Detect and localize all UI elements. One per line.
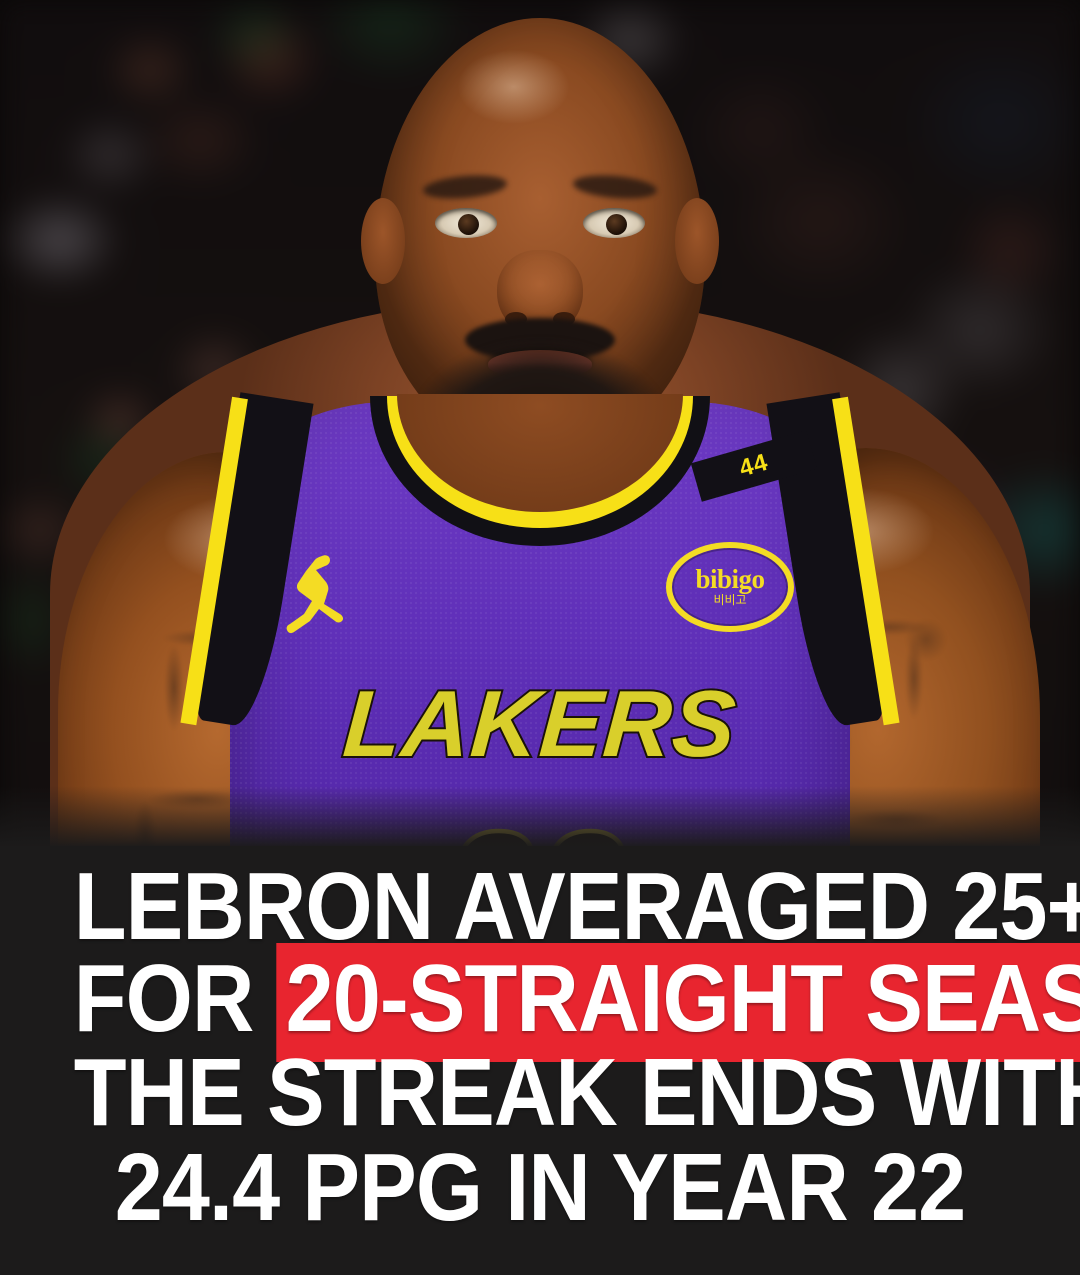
shoulder-number-label: 44 bbox=[736, 448, 772, 483]
caption-scrim-gradient bbox=[0, 786, 1080, 848]
pupil-left bbox=[458, 214, 479, 235]
jumpman-icon bbox=[278, 552, 350, 634]
caption-line-4: 24.4 PPG IN YEAR 22 bbox=[114, 1133, 966, 1241]
team-wordmark: LAKERS bbox=[338, 669, 742, 778]
pupil-right bbox=[606, 214, 627, 235]
bibigo-hangul-label: 비비고 bbox=[713, 593, 747, 608]
ear-right bbox=[675, 198, 719, 284]
bibigo-sponsor-patch: bibigo 비비고 bbox=[666, 542, 794, 632]
ear-left bbox=[361, 198, 405, 284]
eyebrow-left bbox=[422, 172, 508, 202]
caption-line-3: THE STREAK ENDS WITH bbox=[73, 1039, 1080, 1147]
eye-right bbox=[583, 208, 645, 238]
caption-block: LEBRON AVERAGED 25+ PPG FOR 20-STRAIGHT … bbox=[0, 853, 1080, 1241]
caption-line-2-prefix: FOR bbox=[73, 945, 277, 1053]
bibigo-latin-label: bibigo bbox=[695, 564, 765, 595]
eyebrow-right bbox=[572, 172, 658, 202]
caption-line-2: FOR 20-STRAIGHT SEASONS. bbox=[74, 943, 1080, 1063]
caption-line-1: LEBRON AVERAGED 25+ PPG bbox=[73, 853, 1080, 960]
eye-left bbox=[435, 208, 497, 238]
caption-highlight: 20-STRAIGHT SEASONS. bbox=[276, 943, 1080, 1063]
